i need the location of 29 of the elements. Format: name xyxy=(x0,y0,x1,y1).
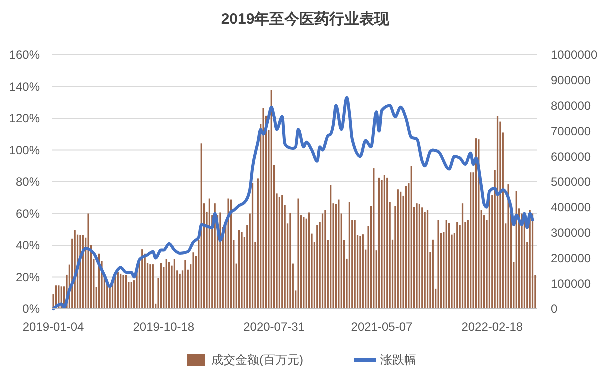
x-tick-label: 2019-01-04 xyxy=(22,320,85,334)
y-tick-label: 140% xyxy=(9,80,40,94)
y-tick-label: 0% xyxy=(22,302,40,316)
y2-tick-label: 900000 xyxy=(551,74,592,88)
legend-label: 成交金额(百万元) xyxy=(212,353,304,368)
x-tick-label: 2022-02-18 xyxy=(462,320,524,334)
y-tick-label: 80% xyxy=(16,175,40,190)
chart-title: 2019年至今医药行业表现 xyxy=(221,11,391,28)
y-tick-label: 160% xyxy=(9,48,40,62)
y2-tick-label: 300000 xyxy=(551,226,592,240)
x-tick-label: 2021-05-07 xyxy=(351,320,414,334)
y2-tick-label: 400000 xyxy=(551,200,592,215)
y-tick-label: 40% xyxy=(16,238,40,253)
legend-label: 涨跌幅 xyxy=(380,353,416,368)
y2-tick-label: 600000 xyxy=(551,150,592,164)
y2-tick-label: 100000 xyxy=(551,276,592,291)
y2-tick-label: 0 xyxy=(551,302,558,316)
y2-tick-label: 200000 xyxy=(551,251,592,266)
y-tick-label: 20% xyxy=(16,270,40,284)
y2-tick-label: 700000 xyxy=(551,124,592,138)
y-tick-label: 120% xyxy=(9,112,40,126)
y2-tick-label: 500000 xyxy=(551,175,592,190)
y2-tick-label: 800000 xyxy=(551,99,592,113)
y2-tick-label: 1000000 xyxy=(551,48,598,62)
x-tick-label: 2020-07-31 xyxy=(244,320,306,334)
x-tick-label: 2019-10-18 xyxy=(133,320,195,334)
y-tick-label: 100% xyxy=(9,143,40,158)
y-tick-label: 60% xyxy=(16,206,40,221)
line-series xyxy=(52,96,534,310)
